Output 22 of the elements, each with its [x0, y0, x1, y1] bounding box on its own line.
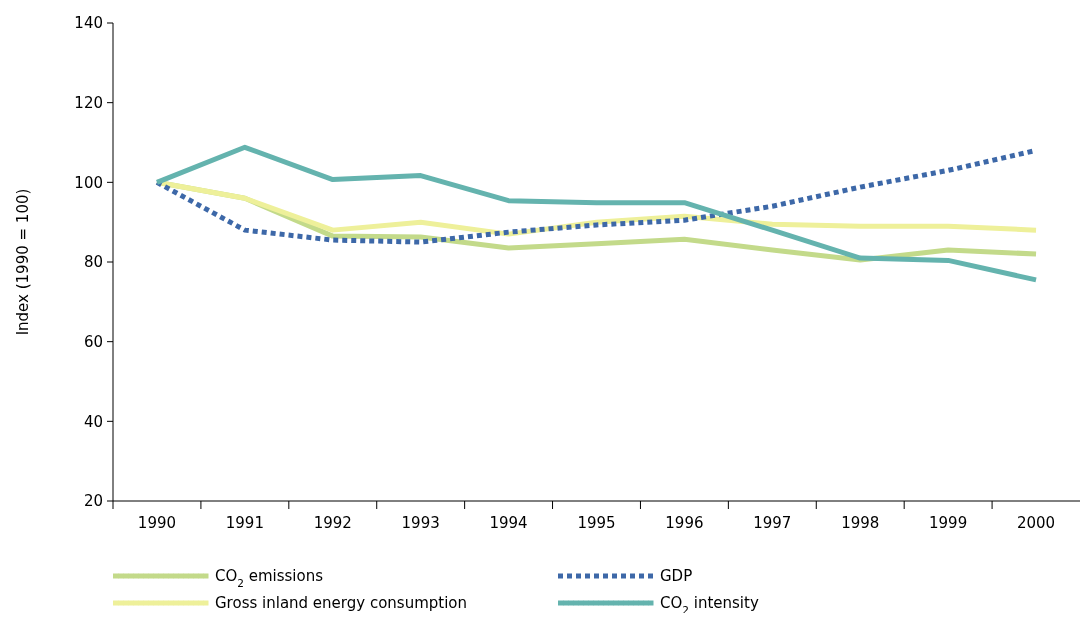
x-tick-label: 1998 [841, 514, 880, 533]
y-tick-label: 120 [74, 93, 103, 112]
legend-label: CO$_{2}$ emissions [215, 567, 324, 590]
y-tick-label: 100 [74, 173, 103, 192]
x-tick-label: 1996 [665, 514, 704, 533]
y-tick-label: 80 [83, 253, 103, 272]
y-tick-label: 40 [83, 412, 103, 431]
x-tick-label: 1999 [929, 514, 968, 533]
x-tick-label: 2000 [1016, 514, 1056, 533]
y-tick-label: 20 [83, 492, 103, 511]
x-tick-label: 1990 [137, 514, 177, 533]
y-tick-label: 60 [83, 332, 103, 351]
x-tick-label: 1992 [313, 514, 352, 533]
x-tick-label: 1995 [577, 514, 616, 533]
x-tick-label: 1997 [753, 514, 792, 533]
y-tick-label: 140 [74, 14, 103, 33]
legend-label: GDP [660, 567, 693, 586]
x-tick-label: 1993 [401, 514, 440, 533]
x-tick-label: 1994 [489, 514, 528, 533]
y-axis-title: Index (1990 = 100) [14, 188, 33, 336]
legend-label: Gross inland energy consumption [215, 594, 468, 613]
x-tick-label: 1991 [225, 514, 264, 533]
